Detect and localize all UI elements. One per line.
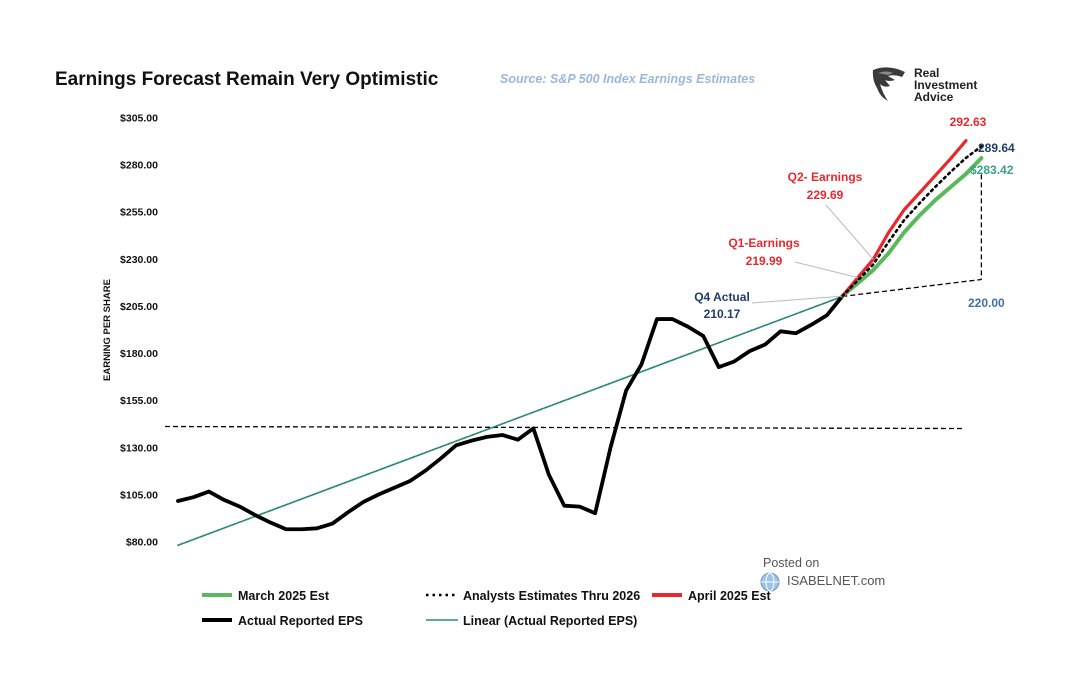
y-tick-label: $180.00 [120, 348, 158, 360]
y-tick-label: $255.00 [120, 207, 158, 219]
reference-line [164, 425, 966, 430]
annotation-label: Q2- Earnings [788, 170, 863, 184]
watermark-site: ISABELNET.com [787, 573, 885, 588]
april-estimate-line [840, 139, 968, 298]
legend-item-analysts: Analysts Estimates Thru 2026 [426, 589, 640, 603]
y-tick-label: $280.00 [120, 160, 158, 172]
legend-item-actual: Actual Reported EPS [202, 614, 363, 628]
legend-label: April 2025 Est [688, 589, 772, 603]
annotation-value: 229.69 [807, 188, 844, 202]
annotation-pointer [751, 295, 843, 304]
label-april-end: 292.63 [950, 115, 987, 129]
march-estimate-line [840, 156, 984, 299]
annotation-label: Q1-Earnings [728, 236, 800, 250]
watermark: Posted on ISABELNET.com [760, 556, 885, 592]
y-tick-label: $80.00 [126, 537, 158, 549]
y-tick-label: $205.00 [120, 301, 158, 313]
legend-label: Actual Reported EPS [238, 614, 363, 628]
annotation-label: Q4 Actual [694, 290, 750, 304]
watermark-posted: Posted on [763, 556, 819, 570]
y-tick-label: $155.00 [120, 395, 158, 407]
legend-item-april: April 2025 Est [652, 589, 772, 603]
annotation-value: 210.17 [704, 307, 741, 321]
y-tick-label: $230.00 [120, 254, 158, 266]
logo-line-2: Investment [914, 78, 977, 92]
eagle-icon [872, 67, 905, 101]
y-tick-label: $305.00 [120, 112, 158, 124]
annotation-pointer [794, 261, 858, 279]
logo-line-3: Advice [914, 90, 954, 104]
actual-eps-line [176, 294, 845, 532]
legend-label: March 2025 Est [238, 589, 330, 603]
y-tick-label: $105.00 [120, 489, 158, 501]
y-tick-label: $130.00 [120, 442, 158, 454]
legend-label: Linear (Actual Reported EPS) [463, 614, 637, 628]
label-march-end: $283.42 [970, 163, 1014, 177]
legend: March 2025 Est Analysts Estimates Thru 2… [202, 589, 772, 628]
legend-label: Analysts Estimates Thru 2026 [463, 589, 640, 603]
y-axis-label: EARNING PER SHARE [102, 279, 113, 381]
label-analysts-end: 289.64 [978, 141, 1015, 155]
logo-line-1: Real [914, 66, 939, 80]
series-layer [176, 139, 984, 547]
trend-extension-line [842, 278, 982, 298]
label-trend-end: 220.00 [968, 296, 1005, 310]
legend-item-linear: Linear (Actual Reported EPS) [426, 614, 637, 628]
annotations-layer: Q4 Actual 210.17 Q1-Earnings 219.99 Q2- Earn… [694, 170, 874, 321]
chart-title: Earnings Forecast Remain Very Optimistic [55, 69, 439, 90]
y-axis-ticks: $80.00 $105.00 $130.00 $155.00 $180.00 $205.0… [120, 112, 158, 548]
logo: Real Investment Advice [872, 66, 977, 104]
annotation-value: 219.99 [746, 254, 783, 268]
legend-item-march: March 2025 Est [202, 589, 330, 603]
linear-trend-line [177, 295, 844, 547]
chart-source: Source: S&P 500 Index Earnings Estimates [500, 72, 755, 86]
reference-lines [164, 174, 983, 430]
annotation-pointer [825, 204, 874, 260]
globe-icon [760, 572, 780, 592]
analysts-estimate-line [841, 145, 983, 298]
